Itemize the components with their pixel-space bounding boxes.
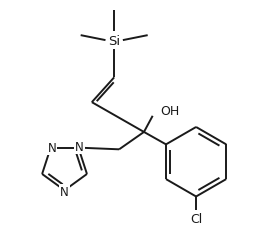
Text: Cl: Cl	[190, 212, 202, 226]
Text: Si: Si	[108, 34, 120, 48]
Text: N: N	[48, 142, 56, 154]
Text: N: N	[75, 140, 84, 153]
Text: N: N	[60, 185, 69, 198]
Text: OH: OH	[160, 105, 179, 118]
